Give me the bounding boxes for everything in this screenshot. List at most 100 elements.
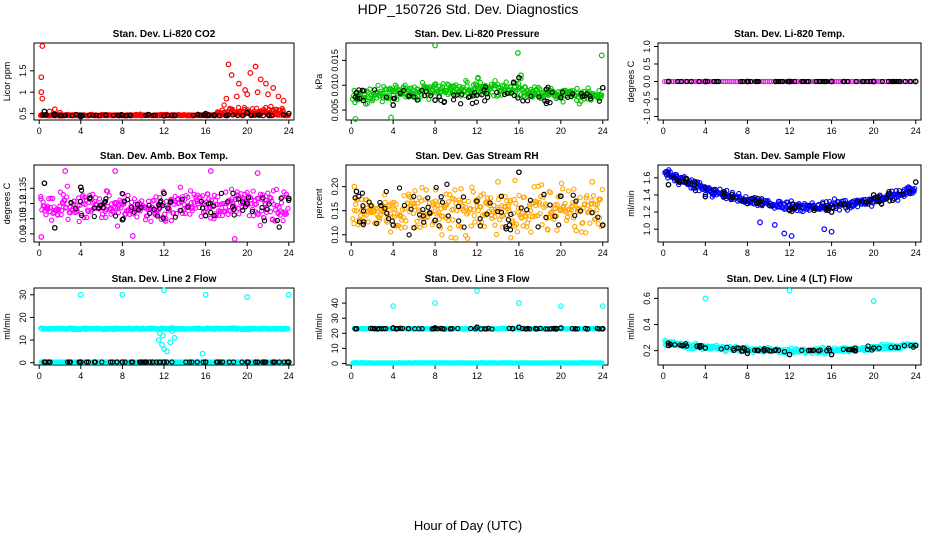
data-point-secondary	[767, 203, 773, 209]
data-point	[399, 206, 406, 213]
data-point-outlier	[39, 95, 46, 102]
data-point	[536, 200, 543, 206]
data-point-secondary	[244, 200, 251, 207]
data-point-outlier	[228, 72, 235, 78]
data-point-secondary	[285, 110, 292, 117]
data-point-secondary	[768, 348, 774, 354]
data-point	[560, 99, 566, 105]
data-point-secondary	[508, 90, 515, 96]
data-point	[412, 188, 418, 194]
data-point-secondary	[477, 216, 483, 222]
data-point-secondary	[551, 325, 557, 332]
data-point-secondary	[506, 222, 513, 228]
data-point	[402, 82, 408, 88]
data-point-secondary	[457, 101, 464, 107]
data-point	[196, 204, 203, 211]
data-point-secondary	[414, 97, 420, 103]
data-point-secondary	[438, 194, 444, 200]
data-point-outlier	[207, 168, 214, 174]
data-point	[250, 188, 256, 194]
data-point	[365, 219, 371, 225]
data-point-secondary	[252, 359, 259, 365]
data-point-secondary	[578, 91, 584, 97]
data-point	[269, 198, 275, 204]
data-point	[574, 85, 580, 92]
data-point-secondary	[280, 112, 286, 118]
data-point-outlier	[516, 300, 522, 306]
data-point	[471, 212, 477, 219]
data-point-outlier	[432, 300, 438, 306]
y-tick-label: 1.5	[18, 65, 28, 78]
data-point	[439, 84, 446, 90]
data-point-secondary	[665, 181, 672, 188]
data-point-secondary	[536, 94, 542, 100]
y-tick-label: 20	[18, 312, 28, 322]
data-point	[542, 201, 549, 207]
data-point-secondary	[77, 359, 84, 365]
data-point-secondary	[828, 78, 835, 85]
data-point-secondary	[889, 197, 896, 203]
data-point-outlier	[252, 63, 259, 70]
data-point-secondary	[353, 89, 360, 96]
x-tick-label: 0	[349, 248, 354, 258]
data-point	[578, 98, 584, 104]
data-point-outlier	[38, 74, 45, 81]
data-point	[418, 93, 425, 99]
data-point-secondary	[245, 195, 251, 201]
data-point	[236, 211, 242, 217]
data-point-secondary	[494, 89, 500, 96]
data-point-secondary	[397, 90, 403, 96]
x-tick-label: 8	[745, 248, 750, 258]
data-point-secondary	[501, 91, 508, 98]
data-point-secondary	[870, 198, 876, 204]
data-point	[589, 200, 595, 207]
data-point-secondary	[426, 209, 433, 216]
data-point-secondary	[428, 93, 434, 99]
data-point-secondary	[231, 206, 237, 213]
data-point-secondary	[100, 204, 106, 211]
data-point	[492, 214, 498, 220]
data-point-secondary	[384, 210, 390, 217]
data-point-secondary	[896, 188, 902, 194]
data-point-secondary	[892, 344, 899, 350]
data-point-secondary	[773, 78, 779, 85]
data-points	[37, 43, 292, 120]
data-point-secondary	[134, 201, 141, 207]
data-point	[480, 191, 486, 197]
data-point-secondary	[217, 359, 223, 365]
data-point-secondary	[912, 342, 919, 349]
data-point-secondary	[587, 93, 593, 100]
data-point	[401, 193, 407, 199]
data-point	[139, 198, 145, 204]
data-point-secondary	[672, 342, 678, 348]
data-point-outlier	[202, 291, 209, 298]
data-point-secondary	[483, 326, 489, 332]
data-point	[433, 187, 439, 193]
data-point-secondary	[584, 91, 590, 97]
data-point	[694, 179, 700, 185]
data-point-secondary	[178, 207, 184, 214]
data-point	[351, 220, 357, 227]
data-point	[199, 193, 206, 199]
data-point	[513, 221, 520, 227]
data-point-outlier	[51, 106, 58, 113]
data-point-secondary	[146, 210, 153, 217]
panel-7: Stan. Dev. Line 2 Flow ml/min 0 4 8 12 16 20 24 0…	[2, 274, 295, 381]
data-point-secondary	[744, 200, 751, 207]
data-point	[257, 222, 263, 229]
data-point-secondary	[900, 191, 907, 197]
data-point-secondary	[451, 92, 457, 98]
data-point-outlier	[263, 80, 269, 87]
data-point-secondary	[360, 203, 366, 209]
data-point-secondary	[385, 216, 392, 222]
data-point-secondary	[789, 201, 796, 207]
data-point	[584, 192, 590, 199]
data-point-secondary	[474, 198, 480, 204]
data-point	[59, 207, 65, 214]
data-point-secondary	[449, 326, 455, 332]
data-point	[285, 205, 291, 212]
data-point-secondary	[841, 78, 847, 85]
y-tick-label: 0.15	[330, 202, 340, 220]
data-point-outlier	[254, 89, 261, 96]
data-point-secondary	[137, 359, 143, 365]
